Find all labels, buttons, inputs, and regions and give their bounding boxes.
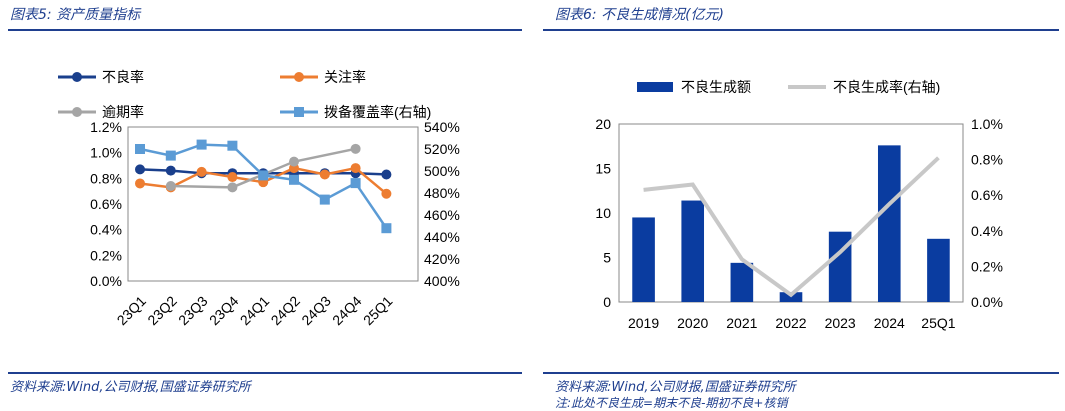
bar-2024 bbox=[877, 145, 901, 302]
x-axis-category-label: 25Q1 bbox=[921, 315, 955, 331]
x-axis-category-label: 23Q1 bbox=[114, 293, 150, 329]
x-axis-category-label: 2023 bbox=[825, 315, 856, 331]
x-axis-category-label: 24Q3 bbox=[298, 293, 334, 329]
right-axis-tick-label: 0.4% bbox=[971, 223, 1003, 239]
data-point bbox=[350, 178, 361, 189]
right-axis-tick-label: 420% bbox=[424, 251, 460, 267]
data-point bbox=[289, 156, 299, 167]
x-axis-category-label: 23Q3 bbox=[175, 293, 211, 329]
left-axis-tick-label: 0.8% bbox=[90, 170, 122, 186]
right-axis-tick-label: 440% bbox=[424, 229, 460, 245]
npl-generation-chart: 0 5 10 15 20 0.0% 0.2% 0.4% 0.6% 0.8% 1.0% 2019 2020… bbox=[595, 79, 1003, 331]
data-point bbox=[381, 188, 392, 199]
data-point bbox=[227, 140, 238, 151]
right-axis-tick-label: 400% bbox=[424, 273, 460, 289]
legend-marker-2 bbox=[294, 72, 304, 82]
bar-25Q1 bbox=[927, 238, 950, 302]
rate-line bbox=[643, 156, 940, 298]
right-axis-tick-label: 500% bbox=[424, 163, 460, 179]
right-axis-tick-label: 1.0% bbox=[971, 116, 1003, 132]
right-axis-tick-label: 460% bbox=[424, 207, 460, 223]
x-axis-category-label: 2019 bbox=[628, 315, 659, 331]
right-footnote: 注:此处不良生成=期末不良-期初不良+核销 bbox=[555, 396, 788, 410]
legend-marker-1 bbox=[72, 72, 82, 82]
data-point bbox=[227, 172, 238, 183]
data-point bbox=[165, 181, 176, 192]
right-axis-tick-label: 0.2% bbox=[971, 258, 1003, 274]
data-point bbox=[381, 223, 392, 234]
right-axis-tick-label: 0.0% bbox=[971, 294, 1003, 310]
right-chart-title: 图表6: 不良生成情况(亿元) bbox=[555, 7, 724, 23]
data-point bbox=[319, 194, 330, 205]
left-axis-tick-label: 1.0% bbox=[90, 145, 122, 161]
x-axis-category-label: 24Q1 bbox=[237, 293, 273, 329]
legend-bar-label: 不良生成额 bbox=[681, 79, 751, 95]
left-source-note: 资料来源:Wind,公司财报,国盛证券研究所 bbox=[10, 380, 251, 395]
left-axis-tick-label: 0.2% bbox=[90, 247, 122, 263]
data-point bbox=[289, 174, 299, 185]
left-title-rule bbox=[8, 29, 522, 31]
left-axis-tick-label: 10 bbox=[595, 205, 611, 221]
right-axis-tick-label: 520% bbox=[424, 141, 460, 157]
x-axis-category-label: 24Q2 bbox=[268, 293, 304, 329]
x-axis-category-label: 25Q1 bbox=[360, 293, 396, 329]
left-axis-tick-label: 0.0% bbox=[90, 273, 122, 289]
right-title-rule bbox=[543, 29, 1059, 31]
data-point bbox=[227, 182, 238, 193]
x-axis-category-label: 2022 bbox=[775, 315, 806, 331]
bar-2020 bbox=[681, 200, 705, 302]
bar-2021 bbox=[730, 262, 754, 302]
data-point bbox=[135, 178, 145, 189]
x-axis-category-label: 2020 bbox=[677, 315, 708, 331]
plot-area-frame bbox=[618, 123, 964, 303]
plot-area-frame bbox=[127, 126, 419, 282]
left-axis-tick-label: 0 bbox=[603, 294, 611, 310]
left-axis-tick-label: 20 bbox=[595, 116, 611, 132]
data-point bbox=[319, 169, 330, 180]
legend-label-4: 拨备覆盖率(右轴) bbox=[324, 104, 431, 120]
left-axis-tick-label: 1.2% bbox=[90, 119, 122, 135]
left-chart-title: 图表5: 资产质量指标 bbox=[10, 7, 141, 23]
legend-marker-4 bbox=[294, 107, 304, 117]
left-axis-tick-label: 0.4% bbox=[90, 222, 122, 238]
legend-label-3: 逾期率 bbox=[102, 104, 144, 120]
x-axis-category-label: 24Q4 bbox=[329, 293, 365, 329]
x-axis-category-label: 23Q2 bbox=[144, 293, 180, 329]
right-source-rule bbox=[543, 372, 1059, 374]
legend-label-1: 不良率 bbox=[102, 69, 144, 85]
x-axis-category-label: 2021 bbox=[726, 315, 757, 331]
data-point bbox=[381, 169, 392, 180]
right-source-note: 资料来源:Wind,公司财报,国盛证券研究所 bbox=[555, 380, 796, 395]
right-axis-tick-label: 480% bbox=[424, 185, 460, 201]
data-point bbox=[165, 150, 176, 161]
right-axis-tick-label: 540% bbox=[424, 119, 460, 135]
data-point bbox=[135, 164, 145, 175]
data-point bbox=[135, 144, 145, 154]
legend-marker-3 bbox=[72, 107, 82, 117]
x-axis-category-label: 2024 bbox=[874, 315, 905, 331]
data-point bbox=[350, 163, 361, 174]
right-axis-tick-label: 0.6% bbox=[971, 187, 1003, 203]
x-axis-category-label: 23Q4 bbox=[206, 293, 242, 329]
left-source-rule bbox=[8, 372, 522, 374]
right-axis-tick-label: 0.8% bbox=[971, 152, 1003, 168]
legend-bar-swatch bbox=[637, 82, 673, 92]
asset-quality-chart: 0.0% 0.2% 0.4% 0.6% 0.8% 1.0% 1.2% 400% 420% 440%… bbox=[58, 69, 460, 329]
left-axis-tick-label: 0.6% bbox=[90, 196, 122, 212]
left-axis-tick-label: 15 bbox=[595, 161, 611, 177]
data-point bbox=[350, 143, 361, 154]
left-axis-tick-label: 5 bbox=[603, 250, 611, 266]
data-point bbox=[196, 139, 207, 150]
data-point bbox=[165, 165, 176, 176]
data-point bbox=[196, 166, 207, 177]
legend-label-2: 关注率 bbox=[324, 69, 366, 85]
legend-line-label: 不良生成率(右轴) bbox=[833, 79, 940, 95]
data-point bbox=[258, 170, 269, 181]
bar-2019 bbox=[632, 217, 655, 302]
